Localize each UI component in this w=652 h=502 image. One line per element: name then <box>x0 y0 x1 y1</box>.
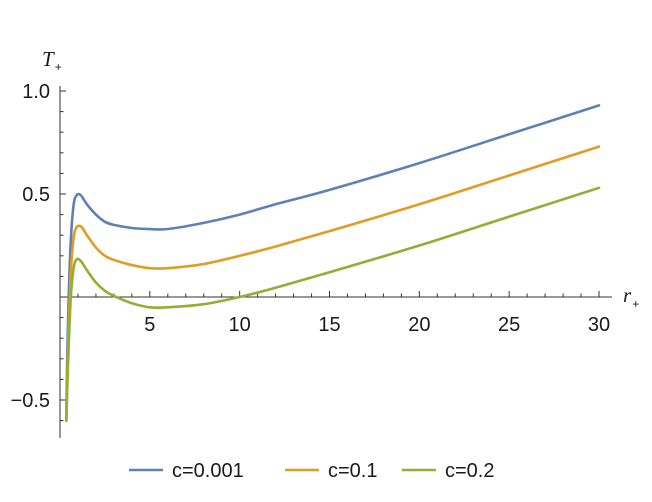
x-tick-label: 5 <box>144 314 155 336</box>
y-tick-label: 1.0 <box>22 81 50 103</box>
x-tick-label: 15 <box>318 314 340 336</box>
y-axis-label: T+ <box>42 47 62 74</box>
series-line-3 <box>64 186 601 422</box>
legend-label-1: c=0.001 <box>172 460 244 482</box>
x-tick-label: 30 <box>588 314 610 336</box>
legend-label-3: c=0.2 <box>445 460 494 482</box>
legend: c=0.001 c=0.1 c=0.2 <box>129 460 494 482</box>
series-line-1 <box>64 104 601 422</box>
tick-labels: 5 10 15 20 25 30 −0.5 0.5 1.0 <box>11 81 611 412</box>
x-tick-label: 10 <box>229 314 251 336</box>
y-tick-label: −0.5 <box>11 390 50 412</box>
x-tick-label: 25 <box>498 314 520 336</box>
y-tick-label: 0.5 <box>22 184 50 206</box>
x-axis-label: r+ <box>623 283 639 311</box>
legend-label-2: c=0.1 <box>328 460 377 482</box>
series-lines <box>64 104 601 422</box>
axes <box>59 86 612 438</box>
axis-titles: T+ r+ <box>42 47 639 311</box>
series-line-2 <box>64 145 601 422</box>
x-tick-label: 20 <box>408 314 430 336</box>
